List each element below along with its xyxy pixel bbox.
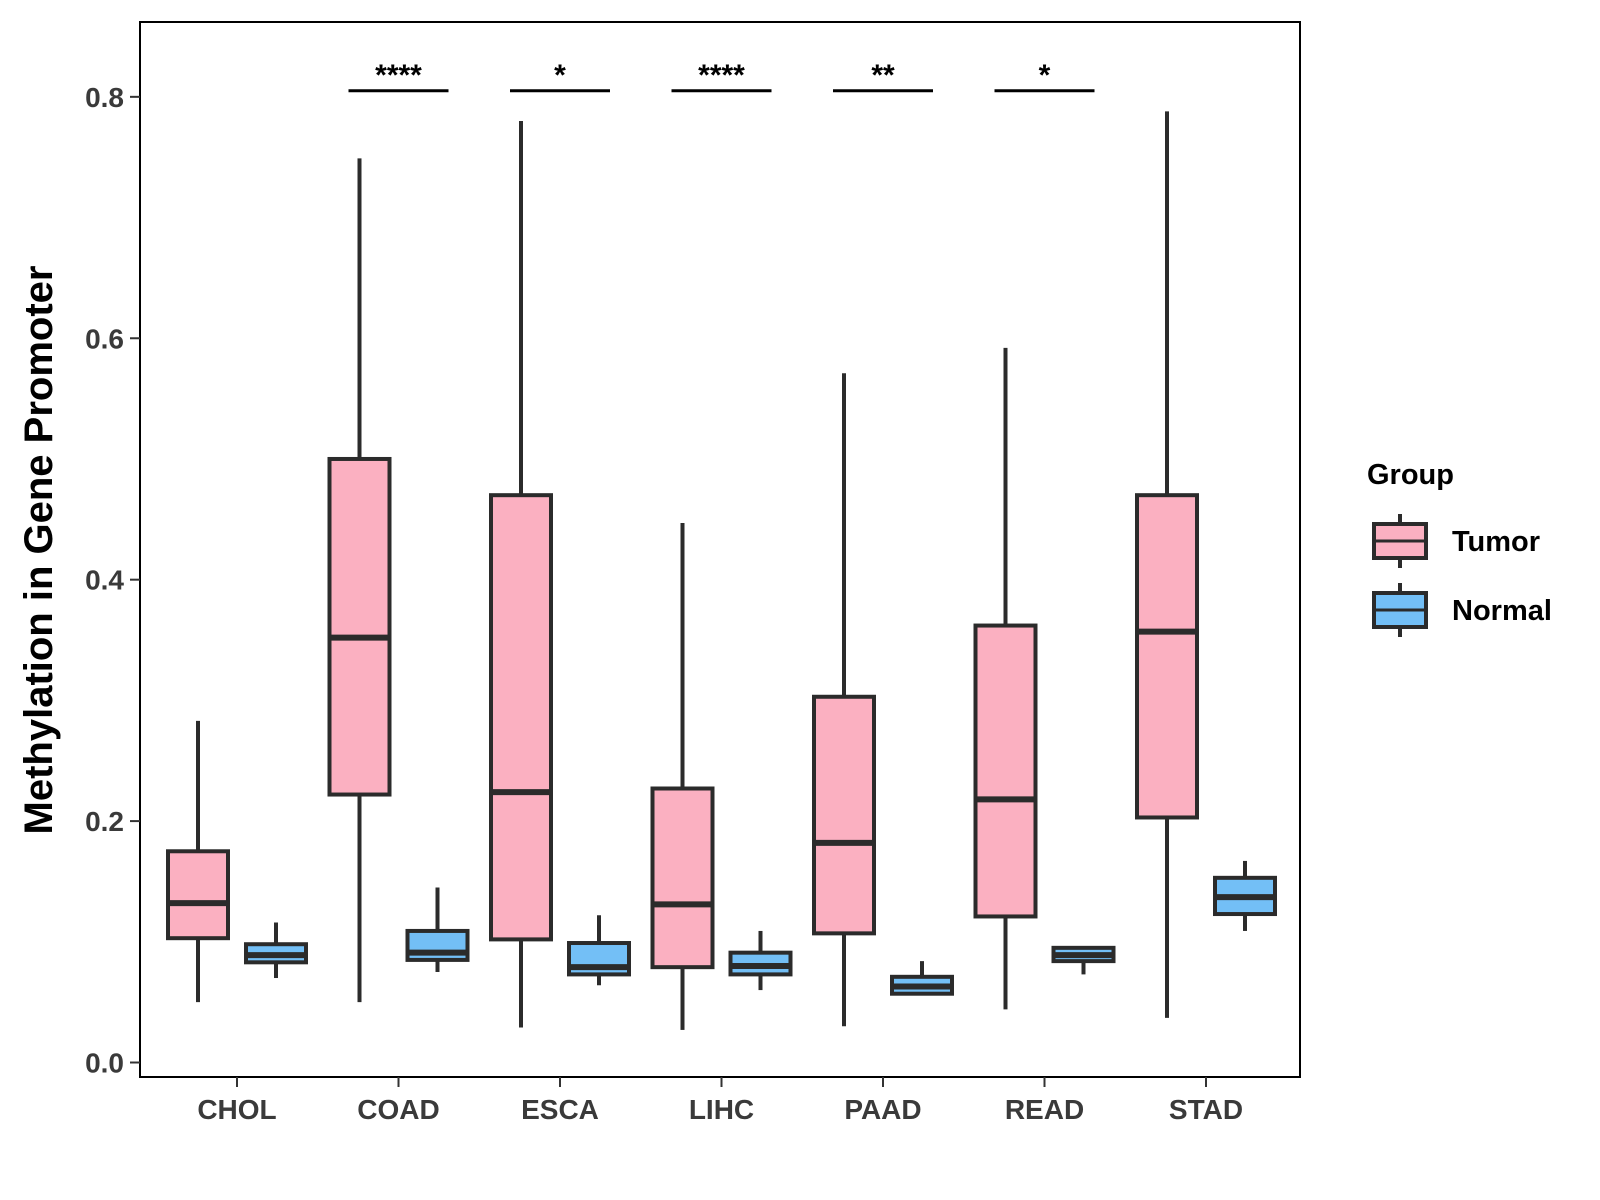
- normal-box-read: [1051, 945, 1116, 975]
- y-tick-label: 0.8: [85, 82, 124, 113]
- normal-box-esca: [567, 915, 631, 986]
- legend: Group Tumor Normal: [1367, 459, 1552, 637]
- box-body: [489, 493, 553, 942]
- y-axis-title: Methylation in Gene Promoter: [17, 266, 61, 835]
- tumor-box-coad: [327, 158, 392, 1003]
- legend-title: Group: [1367, 459, 1454, 491]
- x-tick-label: COAD: [357, 1094, 439, 1125]
- box-body: [650, 786, 715, 970]
- box-body: [973, 623, 1038, 919]
- tumor-box-lihc: [650, 522, 715, 1030]
- x-tick-label: LIHC: [689, 1094, 754, 1125]
- y-tick-label: 0.4: [85, 565, 124, 596]
- box-series: [166, 111, 1277, 1030]
- plot-panel-border: [139, 21, 1301, 1078]
- legend-label: Tumor: [1452, 526, 1540, 558]
- legend-entry-tumor: Tumor: [1372, 514, 1540, 568]
- normal-box-chol: [244, 922, 308, 979]
- legend-entry-normal: Normal: [1372, 583, 1552, 637]
- significance-label: *: [554, 59, 566, 92]
- y-tick-label: 0.0: [85, 1048, 124, 1079]
- normal-box-paad: [890, 961, 954, 996]
- significance-annotations: **** * **** ** *: [348, 59, 1095, 93]
- legend-label: Normal: [1452, 595, 1552, 627]
- tumor-box-esca: [489, 120, 553, 1028]
- tumor-box-stad: [1135, 111, 1199, 1018]
- box-body: [1135, 493, 1199, 820]
- tumor-box-paad: [812, 373, 876, 1027]
- normal-box-lihc: [728, 930, 793, 991]
- x-tick-label: PAAD: [844, 1094, 921, 1125]
- significance-label: **: [871, 59, 895, 92]
- tumor-box-read: [973, 347, 1038, 1010]
- normal-box-coad: [405, 887, 470, 972]
- x-tick-label: READ: [1005, 1094, 1084, 1125]
- x-tick-label: CHOL: [197, 1094, 276, 1125]
- x-tick-label: ESCA: [521, 1094, 599, 1125]
- x-tick-label: STAD: [1169, 1094, 1243, 1125]
- y-tick-label: 0.2: [85, 806, 124, 837]
- y-tick-label: 0.6: [85, 323, 124, 354]
- box-body: [812, 694, 876, 936]
- x-axis: CHOL COAD ESCA LIHC PAAD READ STAD: [197, 1077, 1243, 1125]
- significance-label: ****: [698, 59, 745, 92]
- box-body: [327, 456, 392, 797]
- significance-label: *: [1039, 59, 1051, 92]
- y-axis: 0.0 0.2 0.4 0.6 0.8: [85, 82, 140, 1079]
- box-body: [166, 849, 230, 941]
- significance-label: ****: [375, 59, 422, 92]
- normal-box-stad: [1213, 860, 1277, 931]
- tumor-box-chol: [166, 720, 230, 1003]
